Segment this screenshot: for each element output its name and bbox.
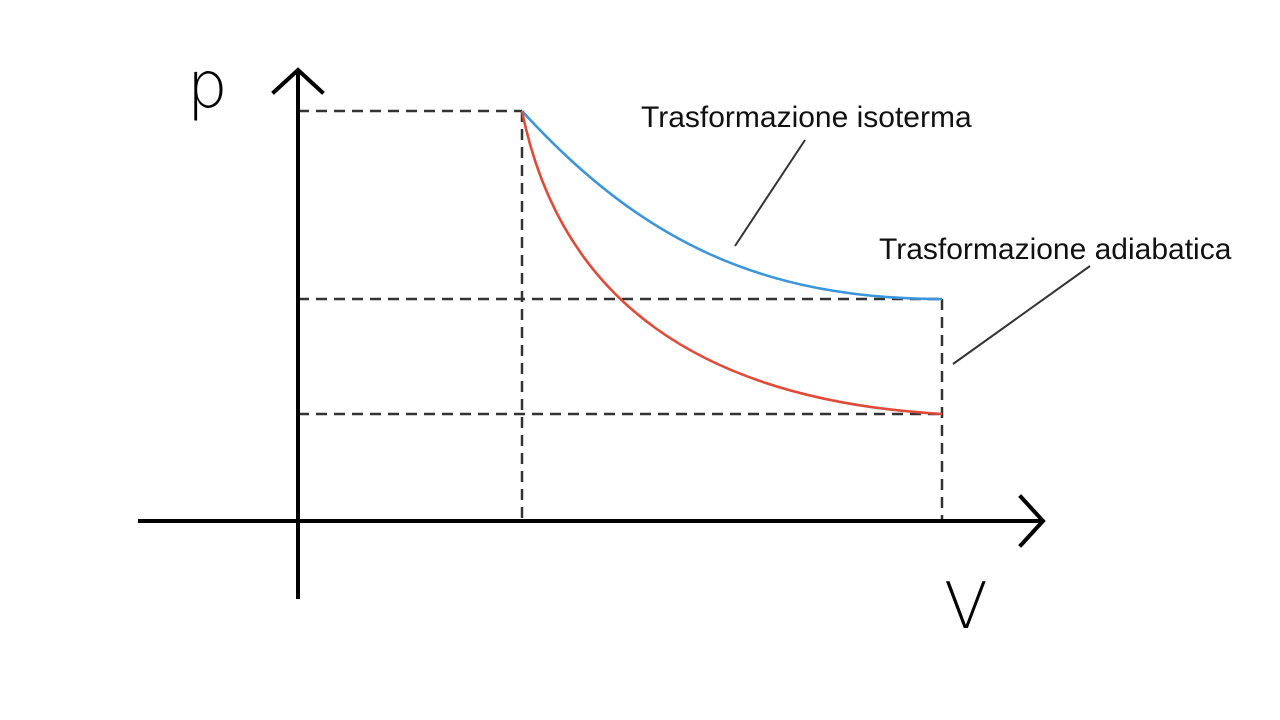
isotherm-leader-line bbox=[734, 139, 806, 247]
guide-lines bbox=[298, 109, 944, 521]
isotherm-label: Trasformazione isoterma bbox=[641, 101, 972, 134]
adiabatic-label: Trasformazione adiabatica bbox=[879, 233, 1232, 266]
x-axis-arrowhead bbox=[1018, 494, 1046, 548]
isotherm-curve bbox=[521, 110, 943, 301]
y-axis-arrowhead bbox=[271, 67, 325, 95]
adiabatic-curve bbox=[520, 110, 943, 416]
axes bbox=[138, 67, 1046, 599]
x-axis-label: V bbox=[944, 570, 988, 644]
adiabatic-leader-line bbox=[952, 265, 1091, 365]
y-axis-label: p bbox=[187, 49, 228, 123]
